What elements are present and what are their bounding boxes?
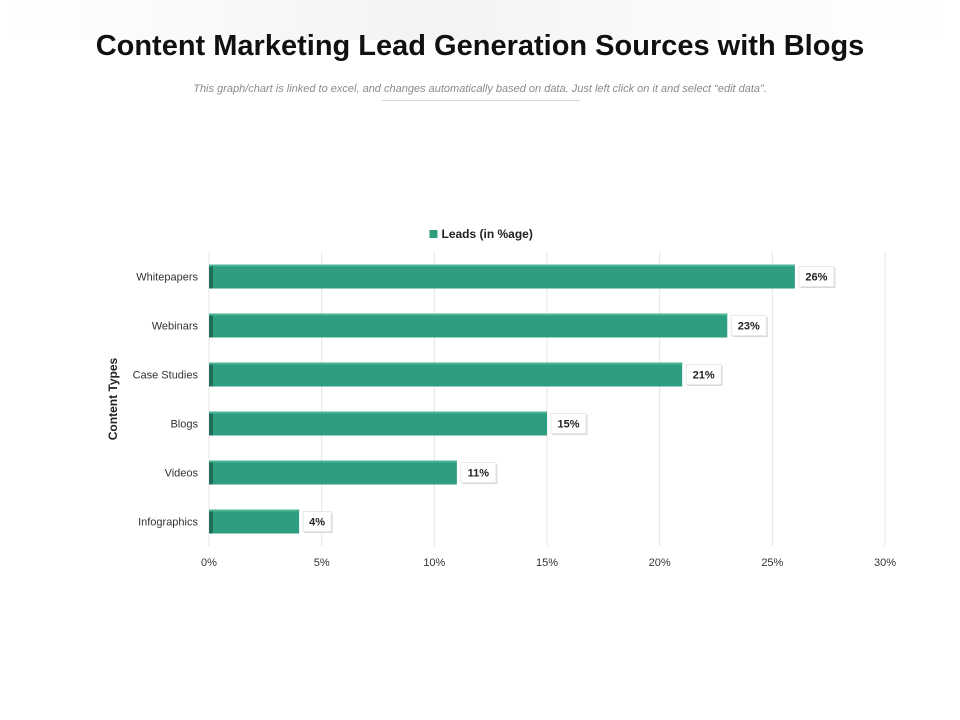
data-label: 11% [468,468,490,480]
data-label: 26% [805,272,827,284]
data-label: 23% [738,321,760,333]
bar [209,411,547,436]
x-tick-labels: 0% 5% 10% 15% 20% 25% 30% [201,557,896,569]
bar-highlight [209,264,795,267]
bar-edge [209,362,213,387]
bar-highlight [209,411,547,414]
header-decoration [0,0,960,40]
data-label-box [798,266,835,287]
bar-edge [209,264,213,289]
page-title: Content Marketing Lead Generation Source… [95,30,865,62]
bar [209,264,795,289]
data-label-box [460,462,497,483]
category-labels: Whitepapers Webinars Case Studies Blogs Vide… [133,272,199,529]
bar [209,460,457,485]
category-label: Blogs [170,419,198,431]
data-label-box [730,315,767,336]
bar [209,362,683,387]
bar-edge [209,411,213,436]
data-label: 15% [557,419,579,431]
data-label-box [550,413,587,434]
x-tick-label: 20% [649,557,671,569]
category-label: Case Studies [133,370,199,382]
x-tick-label: 0% [201,557,217,569]
bar-edge [209,313,213,338]
category-label: Webinars [152,321,199,333]
category-label: Whitepapers [136,272,198,284]
data-label: 4% [309,517,325,529]
y-axis-title: Content Types [106,357,120,440]
x-tick-label: 15% [536,557,558,569]
legend-label: Leads (in %age) [442,227,533,241]
x-tick-label: 25% [761,557,783,569]
x-tick-label: 5% [314,557,330,569]
chart-bars [209,264,795,534]
bar [209,509,300,534]
page-subtitle: This graph/chart is linked to excel, and… [193,83,767,95]
category-label: Videos [165,468,199,480]
bar-highlight [209,362,683,365]
data-label: 21% [693,370,715,382]
bar-edge [209,509,213,534]
subtitle-underline [382,100,580,101]
data-label-box [302,511,332,532]
data-label-box [685,364,722,385]
x-tick-label: 10% [423,557,445,569]
bar-highlight [209,460,457,463]
bar-edge [209,460,213,485]
legend-swatch [429,230,438,238]
chart-gridlines [208,252,886,546]
bar-highlight [209,509,300,512]
category-label: Infographics [138,517,198,529]
data-labels: 26% 23% 21% 15% 11% 4% [302,266,836,533]
x-tick-label: 30% [874,557,896,569]
bar [209,313,728,338]
bar-highlight [209,313,728,316]
chart-legend: Leads (in %age) [429,227,533,241]
